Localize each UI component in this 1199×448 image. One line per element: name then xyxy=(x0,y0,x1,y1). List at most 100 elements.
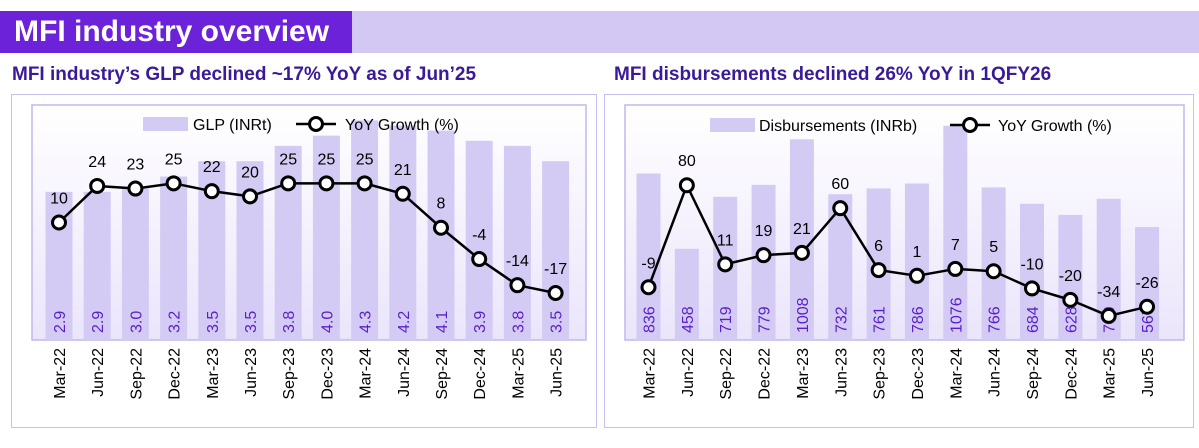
yoy-growth-label: 1 xyxy=(912,244,921,261)
bar-value-label: 786 xyxy=(910,306,927,333)
legend-line-label: YoY Growth (%) xyxy=(998,118,1112,135)
x-axis-tick-label: Sep-22 xyxy=(718,348,735,400)
yoy-growth-point xyxy=(318,175,335,192)
bar-mar-24 xyxy=(351,120,379,341)
x-axis-tick-label: Mar-23 xyxy=(205,348,222,399)
bar-mar-24 xyxy=(943,125,968,340)
yoy-growth-label: 23 xyxy=(127,157,145,174)
yoy-growth-point xyxy=(640,279,657,296)
bar-dec-23 xyxy=(904,183,929,340)
bar-jun-24 xyxy=(389,125,417,340)
legend-bar-label: Disbursements (INRb) xyxy=(759,118,917,135)
legend-bar-swatch xyxy=(143,117,188,131)
yoy-growth-point xyxy=(755,247,772,264)
bar-value-label: 761 xyxy=(872,306,889,333)
yoy-growth-point xyxy=(394,185,411,202)
bar-value-label: 836 xyxy=(642,306,659,333)
plot-area xyxy=(31,104,587,341)
yoy-growth-point xyxy=(717,256,734,273)
x-axis-tick-label: Sep-22 xyxy=(128,348,145,400)
bar-sep-24 xyxy=(1020,203,1044,340)
legend-line-label: YoY Growth (%) xyxy=(345,117,459,134)
legend-bar-label: GLP (INRt) xyxy=(193,117,272,134)
x-axis-tick-label: Jun-25 xyxy=(1140,348,1157,397)
bar-value-label: 1008 xyxy=(795,297,812,333)
yoy-growth-label: -26 xyxy=(1135,275,1158,292)
yoy-growth-label: 25 xyxy=(165,151,183,168)
legend-line-marker xyxy=(962,117,978,133)
yoy-growth-label: -10 xyxy=(1020,256,1043,273)
bar-value-label: 732 xyxy=(833,306,850,333)
yoy-growth-point xyxy=(356,175,373,192)
yoy-growth-label: 24 xyxy=(88,154,106,171)
bar-value-label: 779 xyxy=(757,306,774,333)
x-axis-tick-label: Sep-23 xyxy=(281,348,298,400)
bar-value-label: 458 xyxy=(680,306,697,333)
bar-value-label: 4.3 xyxy=(358,311,375,333)
bar-mar-25 xyxy=(503,145,531,340)
yoy-growth-label: -34 xyxy=(1097,284,1120,301)
yoy-growth-label: -9 xyxy=(641,255,655,272)
yoy-growth-label: 22 xyxy=(203,159,221,176)
bar-jun-25 xyxy=(1135,227,1160,340)
bar-value-label: 3.5 xyxy=(243,311,260,333)
yoy-growth-label: -17 xyxy=(544,261,567,278)
yoy-growth-label: 25 xyxy=(356,151,374,168)
x-axis-tick-label: Dec-23 xyxy=(910,348,927,400)
x-axis-tick-label: Jun-25 xyxy=(549,348,566,397)
yoy-growth-point xyxy=(1062,291,1079,308)
chart-title-glp: MFI industry’s GLP declined ~17% YoY as … xyxy=(12,64,477,85)
yoy-growth-point xyxy=(1100,307,1117,324)
yoy-growth-point xyxy=(203,183,220,200)
bar-mar-23 xyxy=(789,139,814,340)
legend-bar-swatch xyxy=(710,118,755,132)
bar-value-label: 4.0 xyxy=(319,311,336,333)
yoy-growth-point xyxy=(678,177,695,194)
yoy-growth-point xyxy=(51,214,67,231)
yoy-growth-point xyxy=(433,219,449,236)
x-axis-tick-label: Mar-24 xyxy=(358,348,375,399)
yoy-growth-label: -20 xyxy=(1059,268,1082,285)
yoy-growth-label: -14 xyxy=(506,253,529,270)
bar-value-label: 4.1 xyxy=(434,311,451,333)
x-axis-tick-label: Mar-24 xyxy=(948,348,965,399)
yoy-growth-point xyxy=(547,285,564,301)
x-axis-tick-label: Dec-24 xyxy=(1063,348,1080,400)
yoy-growth-label: 80 xyxy=(678,153,696,170)
bar-dec-24 xyxy=(465,140,493,340)
bar-value-label: 3.2 xyxy=(167,311,184,333)
yoy-growth-point xyxy=(242,188,258,205)
x-axis-tick-label: Mar-25 xyxy=(1102,348,1119,399)
x-axis-tick-label: Dec-22 xyxy=(167,348,184,400)
yoy-growth-label: 25 xyxy=(318,151,336,168)
yoy-growth-label: 21 xyxy=(793,221,811,238)
bar-sep-22 xyxy=(121,186,149,340)
yoy-growth-label: 5 xyxy=(989,239,998,256)
yoy-growth-label: 7 xyxy=(951,237,960,254)
yoy-growth-label: 19 xyxy=(755,223,773,240)
x-axis-tick-label: Dec-22 xyxy=(757,348,774,400)
bar-value-label: 684 xyxy=(1025,306,1042,333)
bar-value-label: 1076 xyxy=(948,297,965,333)
glp-chart: 2.9 2.9 3.0 3.2 3.5 3.5 3.8 4.0 4.3 4.2 4.1 3.9 3.8 3… xyxy=(31,104,587,400)
yoy-growth-point xyxy=(908,267,925,284)
legend-line-marker xyxy=(308,116,324,132)
bar-value-label: 3.5 xyxy=(549,311,566,333)
yoy-growth-label: 6 xyxy=(874,238,883,255)
bar-value-label: 3.8 xyxy=(510,311,527,333)
x-axis-tick-label: Sep-24 xyxy=(1025,348,1042,400)
x-axis-tick-label: Jun-22 xyxy=(680,348,697,397)
chart-title-disbursements: MFI disbursements declined 26% YoY in 1Q… xyxy=(614,64,1052,85)
bar-jun-22 xyxy=(83,191,111,340)
x-axis-tick-label: Mar-22 xyxy=(642,348,659,399)
yoy-growth-label: 8 xyxy=(437,196,446,213)
bar-value-label: 3.9 xyxy=(472,311,489,333)
yoy-growth-label: 11 xyxy=(717,232,734,249)
disbursements-chart: 8364587197791008732761786107676668462870… xyxy=(624,104,1185,400)
bar-value-label: 766 xyxy=(987,306,1004,333)
bar-dec-23 xyxy=(312,135,340,340)
bar-value-label: 3.8 xyxy=(281,311,298,333)
x-axis-tick-label: Mar-23 xyxy=(795,348,812,399)
yoy-growth-point xyxy=(127,180,144,197)
chart-panel-glp: 2.9 2.9 3.0 3.2 3.5 3.5 3.8 4.0 4.3 4.2 4.1 3.9 3.8 3… xyxy=(11,94,597,428)
